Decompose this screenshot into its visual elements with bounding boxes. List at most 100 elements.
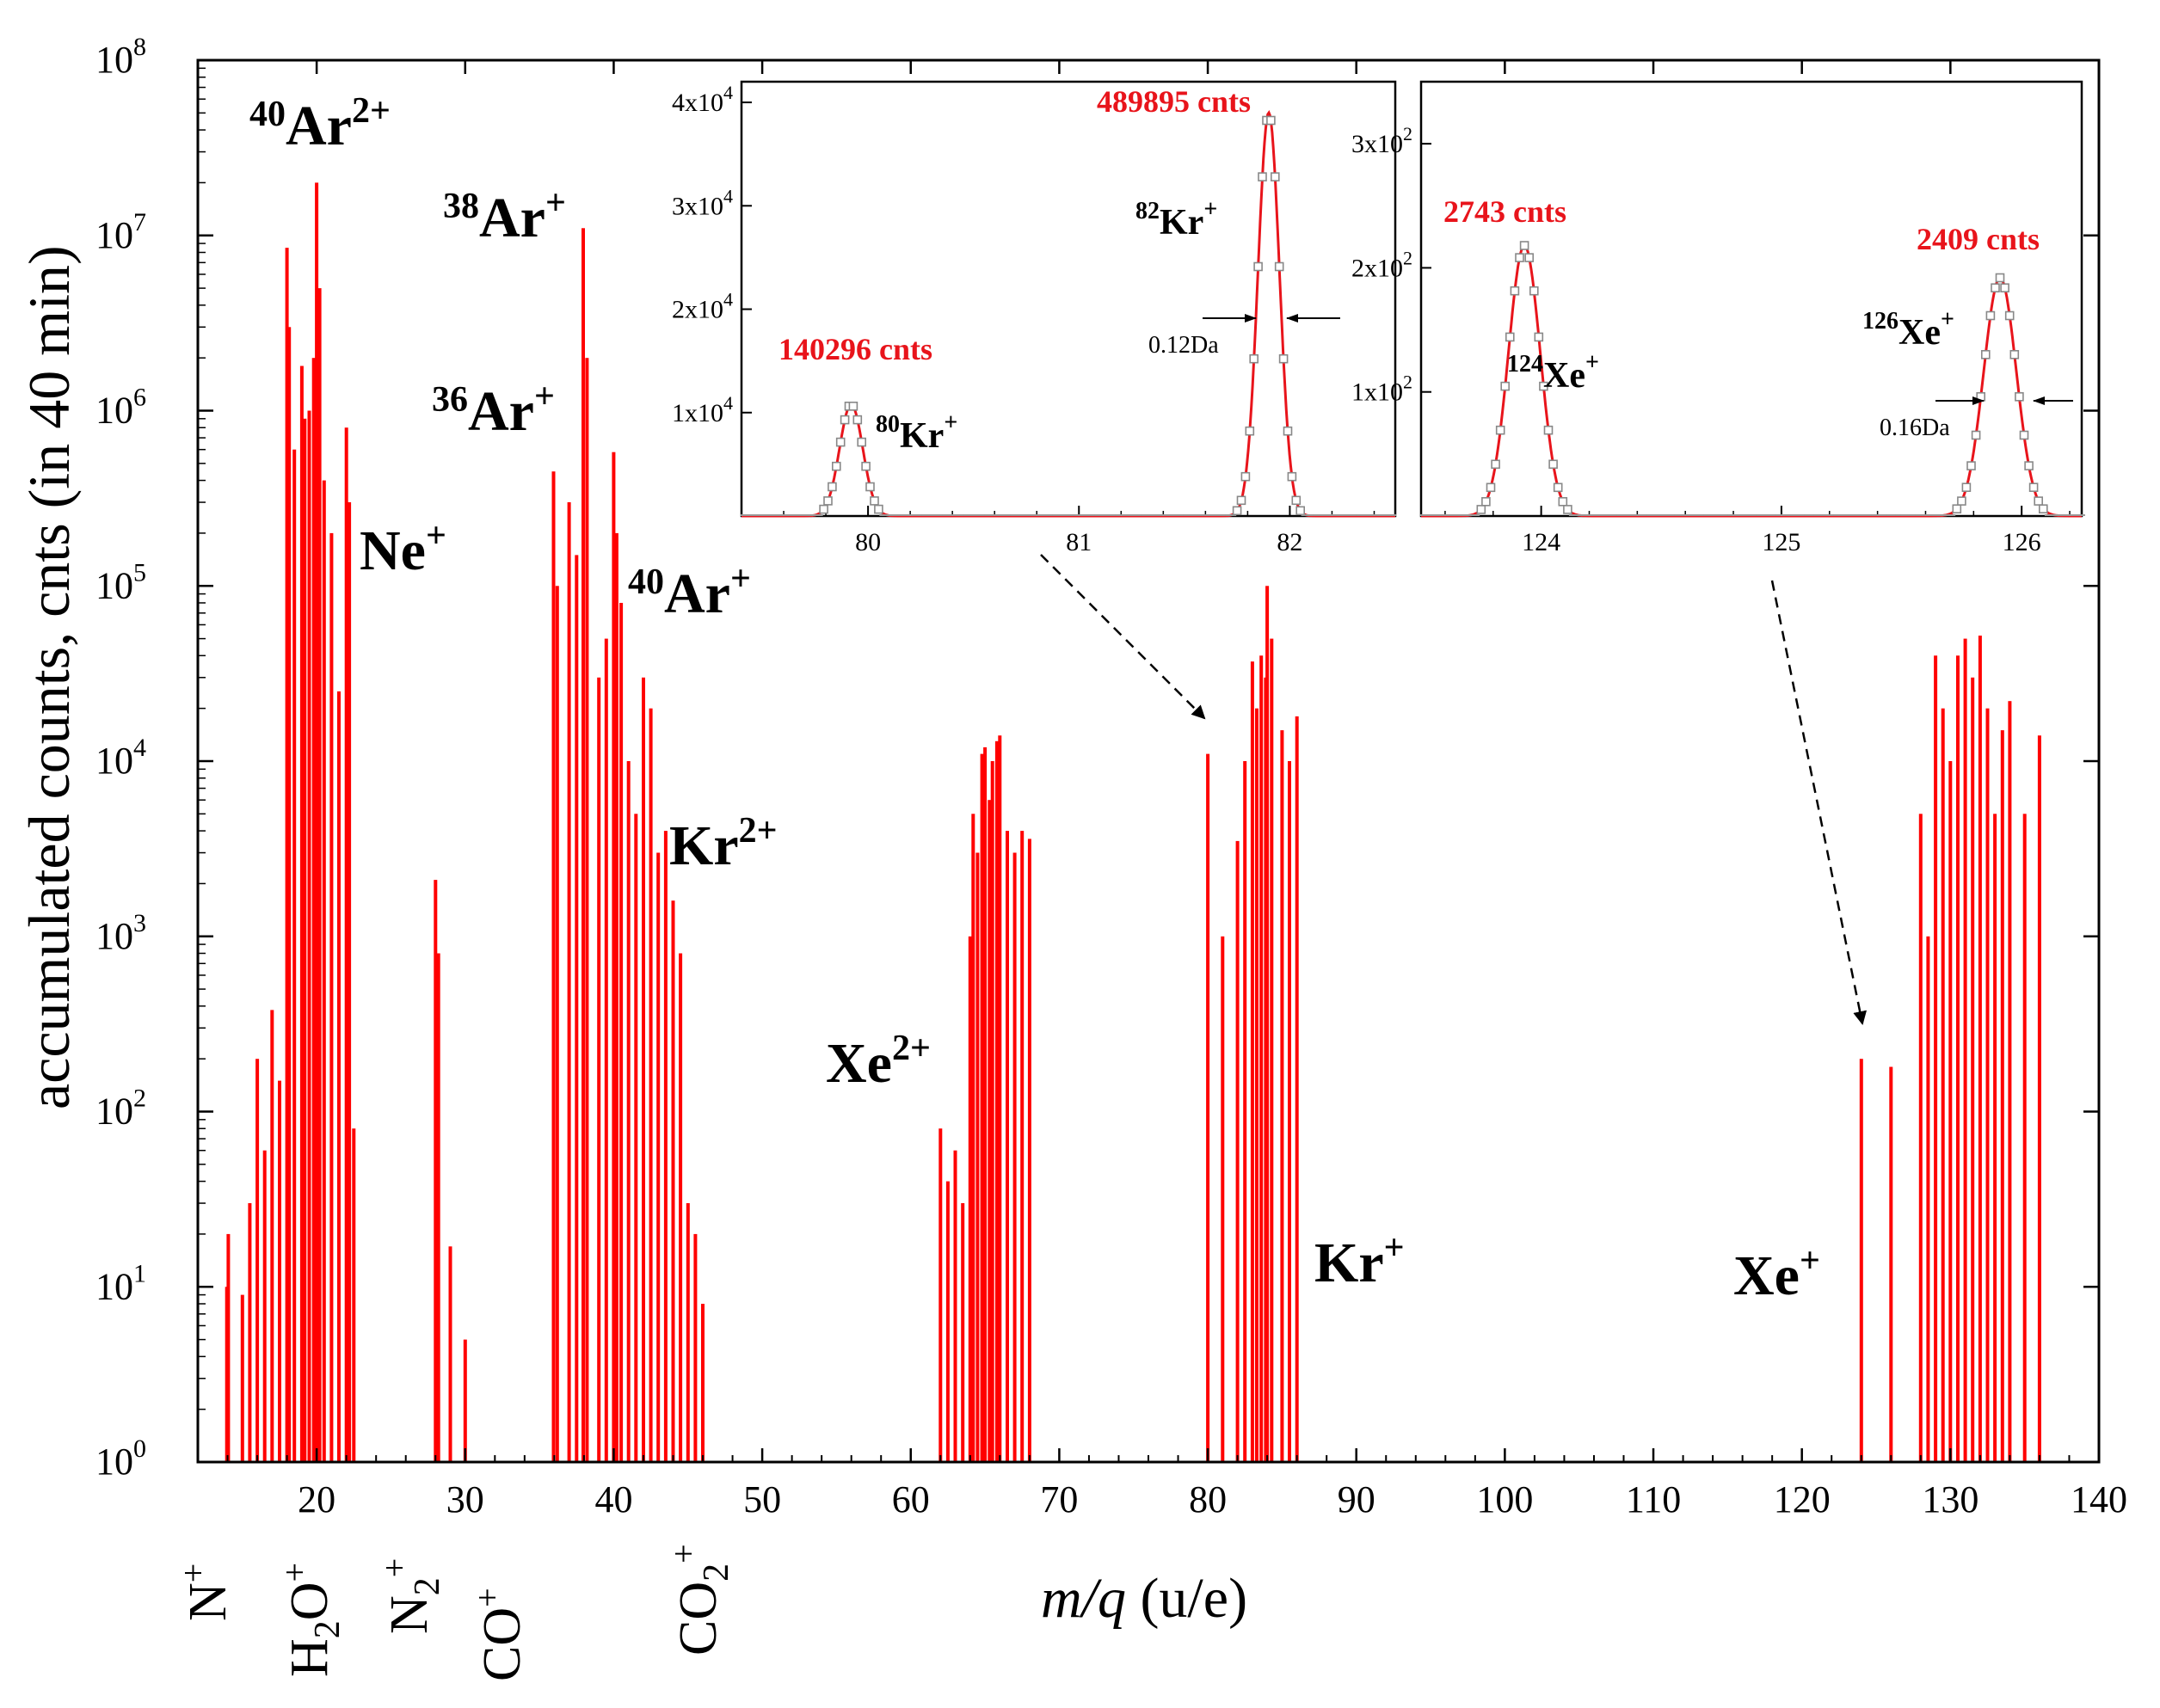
label-co-plus: CO+ xyxy=(468,1588,532,1681)
inset-kr-y-tick-label-20000: 2x104 xyxy=(672,289,733,324)
inset-kr-data-point-128 xyxy=(1278,353,1289,364)
main-peak-bar-48 xyxy=(701,1304,705,1462)
inset-kr-total-82: 489895 cnts xyxy=(1097,84,1251,119)
inset-xe-data-point-115 xyxy=(1971,430,1981,440)
main-peak-bar-31 xyxy=(582,228,585,1462)
inset-xe-data-point-19 xyxy=(1510,286,1520,296)
main-peak-bar-39 xyxy=(634,814,638,1462)
main-peak-bar-9 xyxy=(287,327,292,1462)
inset-kr-data-points xyxy=(740,115,1397,516)
main-x-tick-label-100: 100 xyxy=(1476,1478,1533,1521)
main-peak-bar-40 xyxy=(642,677,645,1462)
main-peak-bar-6 xyxy=(270,1010,274,1462)
label-h2o-plus: H2O+ xyxy=(275,1563,348,1677)
inset-kr-y-tick-label-10000: 1x104 xyxy=(672,392,733,427)
inset-xe-data-point-24 xyxy=(1534,332,1544,342)
main-peak-bar-65 xyxy=(1027,839,1031,1462)
inset-xe-data-point-119 xyxy=(1991,283,2000,293)
main-x-tick-label-120: 120 xyxy=(1774,1478,1831,1521)
inset-kr-data-point-19 xyxy=(819,504,828,514)
main-x-tick-label-140: 140 xyxy=(2071,1478,2127,1521)
inset-xe-data-point-111 xyxy=(1952,504,1962,514)
main-peak-bar-89 xyxy=(1978,636,1982,1462)
main-peak-bar-52 xyxy=(961,1203,965,1462)
main-peak-bar-46 xyxy=(686,1203,690,1462)
inset-kr-data-point-23 xyxy=(835,437,846,447)
main-peak-bar-55 xyxy=(975,852,980,1462)
main-peak-bar-2 xyxy=(240,1294,244,1462)
main-peak-bar-58 xyxy=(988,800,992,1462)
inset-kr-x-tick-label-82: 82 xyxy=(1277,528,1302,556)
inset-xe-data-point-29 xyxy=(1558,496,1568,507)
main-y-tick-label-5: 105 xyxy=(95,558,146,606)
main-peak-bar-81 xyxy=(1918,814,1923,1462)
inset-xe-data-point-26 xyxy=(1543,425,1554,435)
main-peak-bar-74 xyxy=(1265,586,1270,1463)
main-peak-bar-27 xyxy=(551,471,556,1463)
main-peak-bar-78 xyxy=(1295,716,1299,1462)
inset-xe-y-tick-label-300: 3x102 xyxy=(1351,123,1412,158)
main-peak-bar-42 xyxy=(656,852,661,1462)
x-axis-label: m/q (u/e) xyxy=(1041,1567,1247,1630)
main-peak-bar-19 xyxy=(337,691,341,1462)
label-n-plus: N+ xyxy=(174,1564,237,1621)
inset-kr-data-point-118 xyxy=(1236,495,1246,506)
main-peak-bar-62 xyxy=(1006,831,1009,1462)
main-peak-bar-67 xyxy=(1221,936,1225,1463)
main-peak-bar-85 xyxy=(1948,761,1953,1462)
main-peak-bar-38 xyxy=(626,761,631,1462)
main-peak-bar-26 xyxy=(463,1339,467,1462)
main-y-tick-label-1: 101 xyxy=(95,1259,146,1307)
main-peak-bar-80 xyxy=(1889,1066,1893,1462)
main-peak-bar-24 xyxy=(436,953,440,1462)
main-peak-bar-60 xyxy=(994,740,999,1462)
inset-kr-axes: 80 81 82 1x104 2x104 3x104 4x104 xyxy=(672,82,1375,556)
main-peak-bar-61 xyxy=(998,735,1002,1462)
inset-xe-data-point-122 xyxy=(2004,310,2015,321)
main-peak-bar-20 xyxy=(344,427,348,1463)
arrow-xe-inset-to-main xyxy=(1770,580,1868,1025)
main-peak-bar-12 xyxy=(303,418,307,1462)
main-peak-bar-34 xyxy=(604,638,608,1462)
main-x-tick-label-110: 110 xyxy=(1626,1478,1681,1521)
inset-kr-data-point-132 xyxy=(1295,506,1305,516)
main-peak-bar-66 xyxy=(1206,753,1210,1462)
main-peak-bar-35 xyxy=(612,452,616,1463)
main-peak-bar-32 xyxy=(585,358,589,1463)
inset-xe-data-point-112 xyxy=(1957,496,1966,506)
inset-xe-total-124: 2743 cnts xyxy=(1443,194,1566,229)
main-peak-bar-30 xyxy=(575,555,579,1462)
main-peak-bar-50 xyxy=(945,1181,950,1462)
inset-xe-total-126: 2409 cnts xyxy=(1917,222,2040,256)
inset-xe-label-124xe: 124Xe+ xyxy=(1507,349,1599,396)
inset-xe-data-points xyxy=(1419,241,2085,516)
inset-kr-data-point-121 xyxy=(1249,353,1258,364)
inset-kr-data-point-27 xyxy=(852,415,863,425)
annotation-38ar-plus: 38Ar+ xyxy=(443,183,566,249)
annotation-40ar-2plus: 40Ar2+ xyxy=(249,91,391,157)
main-peak-bar-86 xyxy=(1956,655,1960,1462)
inset-xe-x-tick-label-126: 126 xyxy=(2003,528,2041,556)
inset-xe-data-point-116 xyxy=(1976,391,1985,402)
annotation-36ar-plus: 36Ar+ xyxy=(432,377,555,443)
inset-kr-data-point-122 xyxy=(1253,261,1263,272)
inset-xe-data-point-16 xyxy=(1495,425,1505,435)
main-peak-bar-88 xyxy=(1971,677,1975,1462)
inset-kr-data-point-127 xyxy=(1274,261,1284,272)
main-peak-bar-87 xyxy=(1963,638,1967,1462)
inset-xe-data-point-14 xyxy=(1486,482,1496,493)
main-peak-bar-29 xyxy=(567,502,571,1462)
label-n2-plus: N2+ xyxy=(375,1558,447,1634)
inset-xe-data-point-20 xyxy=(1515,253,1524,262)
main-y-tick-label-2: 102 xyxy=(95,1084,146,1133)
main-peak-bar-75 xyxy=(1270,638,1274,1462)
main-peak-bar-22 xyxy=(352,1128,356,1462)
inset-xe-data-point-23 xyxy=(1529,286,1539,296)
inset-kr-data-point-24 xyxy=(840,415,850,425)
main-x-tick-label-70: 70 xyxy=(1040,1478,1078,1521)
inset-xe-x-tick-label-125: 125 xyxy=(1762,528,1800,556)
main-peak-bar-94 xyxy=(2022,814,2027,1462)
inset-kr-data-point-31 xyxy=(870,496,879,506)
inset-xe-data-point-120 xyxy=(1995,273,2005,283)
inset-kr-data-point-21 xyxy=(828,482,837,492)
